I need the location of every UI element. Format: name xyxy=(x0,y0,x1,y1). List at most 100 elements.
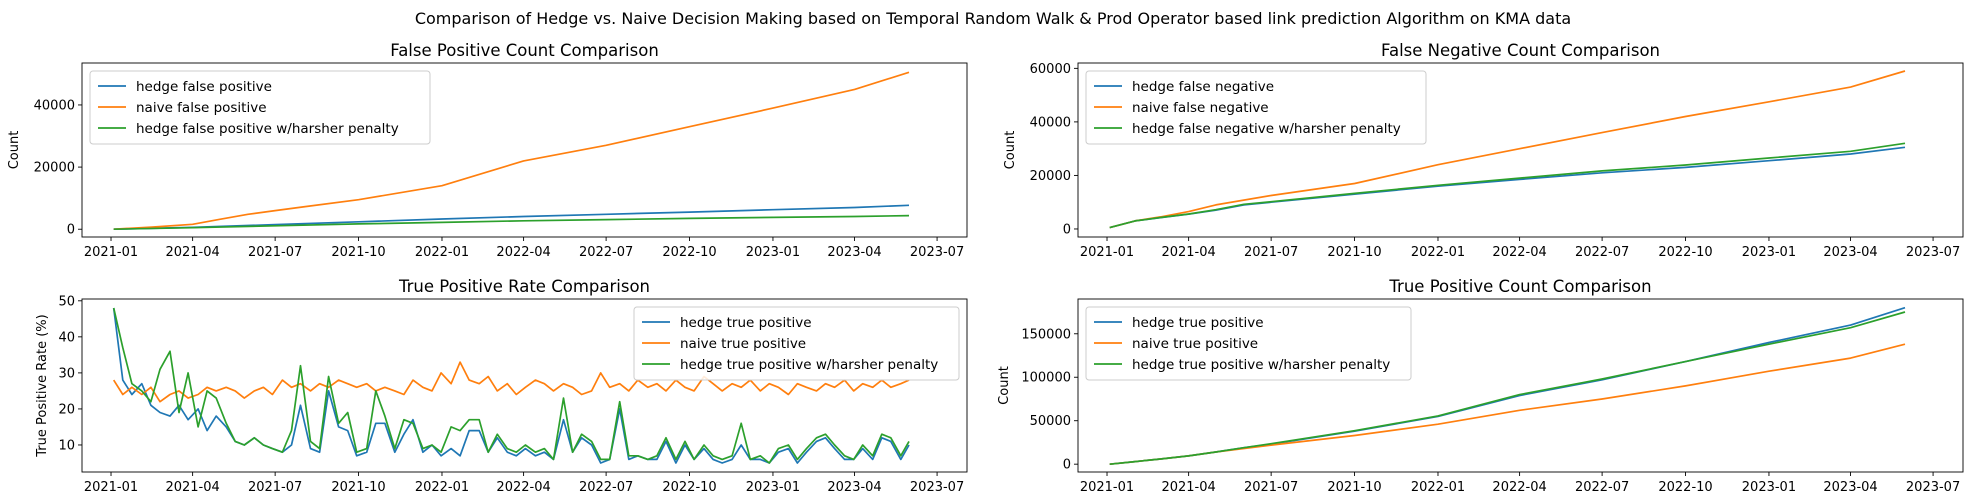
x-tick-label: 2021-04 xyxy=(1161,480,1215,495)
y-tick-label: 100000 xyxy=(1021,371,1071,386)
y-axis-label: True Positive Rate (%) xyxy=(35,314,50,457)
x-tick-label: 2023-07 xyxy=(1906,245,1960,260)
x-tick-label: 2023-04 xyxy=(1823,480,1877,495)
legend-label: naive true positive xyxy=(680,336,806,352)
series-line-2 xyxy=(1109,70,1906,229)
chart-fp: False Positive Count Comparison 2021-01 20… xyxy=(7,41,968,260)
y-tick-label: 60000 xyxy=(1030,62,1071,77)
x-tick-label: 2021-04 xyxy=(1161,245,1215,260)
legend-label: naive false positive xyxy=(136,100,267,116)
x-tick-label: 2023-01 xyxy=(746,480,800,495)
chart-tpc: True Positive Count Comparison 2021-01 202… xyxy=(997,277,1964,495)
y-tick-label: 50000 xyxy=(1030,414,1071,429)
chart-title: True Positive Rate Comparison xyxy=(398,277,650,296)
x-tick-label: 2022-10 xyxy=(1658,480,1712,495)
x-tick-label: 2022-07 xyxy=(1575,245,1629,260)
y-tick-label: 20000 xyxy=(34,161,75,176)
figure-suptitle: Comparison of Hedge vs. Naive Decision M… xyxy=(415,9,1571,28)
legend-box xyxy=(1085,70,1427,145)
plot-frame xyxy=(1077,298,1964,473)
x-tick-label: 2022-01 xyxy=(1411,245,1465,260)
y-tick-label: 20 xyxy=(58,402,75,417)
x-tick-label: 2023-04 xyxy=(1823,245,1877,260)
legend-label: hedge false negative xyxy=(1132,79,1274,95)
legend-label: hedge true positive xyxy=(1132,315,1264,331)
x-tick-label: 2022-04 xyxy=(496,245,550,260)
x-tick-label: 2021-01 xyxy=(1080,245,1134,260)
series-line-2 xyxy=(112,361,910,403)
legend: hedge true positive naive true positive he… xyxy=(1085,306,1412,381)
legend-label: naive true positive xyxy=(1132,336,1258,352)
chart-title: False Negative Count Comparison xyxy=(1381,41,1660,60)
legend-box xyxy=(633,306,960,381)
x-tick-label: 2022-04 xyxy=(1492,245,1546,260)
y-tick-label: 150000 xyxy=(1021,327,1071,342)
legend-label: hedge true positive w/harsher penalty xyxy=(680,357,938,373)
x-tick-label: 2023-07 xyxy=(910,245,964,260)
y-tick-label: 40000 xyxy=(1030,115,1071,130)
x-tick-label: 2022-04 xyxy=(1492,480,1546,495)
y-tick-label: 20000 xyxy=(1030,169,1071,184)
x-tick-label: 2022-07 xyxy=(579,480,633,495)
x-tick-label: 2022-10 xyxy=(662,245,716,260)
x-tick-label: 2022-01 xyxy=(1411,480,1465,495)
legend-box xyxy=(1085,306,1412,381)
y-tick-label: 40 xyxy=(58,330,75,345)
x-tick-label: 2021-01 xyxy=(84,480,138,495)
x-tick-label: 2022-01 xyxy=(415,480,469,495)
legend-box xyxy=(89,70,431,145)
x-tick-label: 2021-04 xyxy=(165,245,219,260)
series-line-3 xyxy=(113,214,910,231)
x-tick-label: 2021-10 xyxy=(331,480,385,495)
y-tick-label: 10 xyxy=(58,438,75,453)
legend: hedge true positive naive true positive he… xyxy=(633,306,960,381)
y-tick-label: 0 xyxy=(1063,458,1071,473)
x-tick-label: 2021-01 xyxy=(1080,480,1134,495)
x-tick-label: 2022-10 xyxy=(1658,245,1712,260)
y-tick-label: 0 xyxy=(1063,222,1071,237)
x-tick-label: 2023-07 xyxy=(1906,480,1960,495)
x-tick-label: 2021-07 xyxy=(248,480,302,495)
x-tick-label: 2021-07 xyxy=(248,245,302,260)
y-tick-label: 40000 xyxy=(34,98,75,113)
series-line-1 xyxy=(1109,146,1906,229)
x-tick-label: 2021-07 xyxy=(1244,245,1298,260)
x-tick-label: 2021-01 xyxy=(84,245,138,260)
x-tick-label: 2023-01 xyxy=(746,245,800,260)
x-tick-label: 2021-04 xyxy=(165,480,219,495)
series-line-3 xyxy=(112,307,910,464)
legend: hedge false positive naive false positive… xyxy=(89,70,431,145)
chart-title: True Positive Count Comparison xyxy=(1388,277,1651,296)
legend-label: hedge false negative w/harsher penalty xyxy=(1132,121,1401,137)
x-tick-label: 2022-04 xyxy=(496,480,550,495)
x-tick-label: 2023-04 xyxy=(827,245,881,260)
series-line-2 xyxy=(113,71,910,231)
y-axis-label: Count xyxy=(997,366,1012,405)
x-tick-label: 2022-01 xyxy=(415,245,469,260)
plot-frame xyxy=(1077,62,1964,238)
legend-label: hedge true positive w/harsher penalty xyxy=(1132,357,1390,373)
plot-frame xyxy=(81,298,968,473)
series-line-1 xyxy=(113,204,910,231)
y-axis-label: Count xyxy=(7,131,22,170)
x-tick-label: 2023-07 xyxy=(910,480,964,495)
y-tick-label: 30 xyxy=(58,366,75,381)
x-tick-label: 2022-10 xyxy=(662,480,716,495)
x-tick-label: 2021-07 xyxy=(1244,480,1298,495)
y-axis-label: Count xyxy=(1003,131,1018,170)
x-tick-label: 2021-10 xyxy=(1327,245,1381,260)
legend-label: hedge true positive xyxy=(680,315,812,331)
chart-fn: False Negative Count Comparison 2021-01 20… xyxy=(1003,41,1964,260)
x-tick-label: 2022-07 xyxy=(579,245,633,260)
legend-label: naive false negative xyxy=(1132,100,1269,116)
y-tick-label: 50 xyxy=(58,294,75,309)
legend-label: hedge false positive w/harsher penalty xyxy=(136,121,399,137)
x-tick-label: 2021-10 xyxy=(331,245,385,260)
chart-tpr: True Positive Rate Comparison 2021-01 2021… xyxy=(35,277,968,495)
plot-frame xyxy=(81,62,968,238)
x-tick-label: 2023-01 xyxy=(1742,245,1796,260)
chart-title: False Positive Count Comparison xyxy=(390,41,659,60)
legend-label: hedge false positive xyxy=(136,79,272,95)
x-tick-label: 2023-04 xyxy=(827,480,881,495)
